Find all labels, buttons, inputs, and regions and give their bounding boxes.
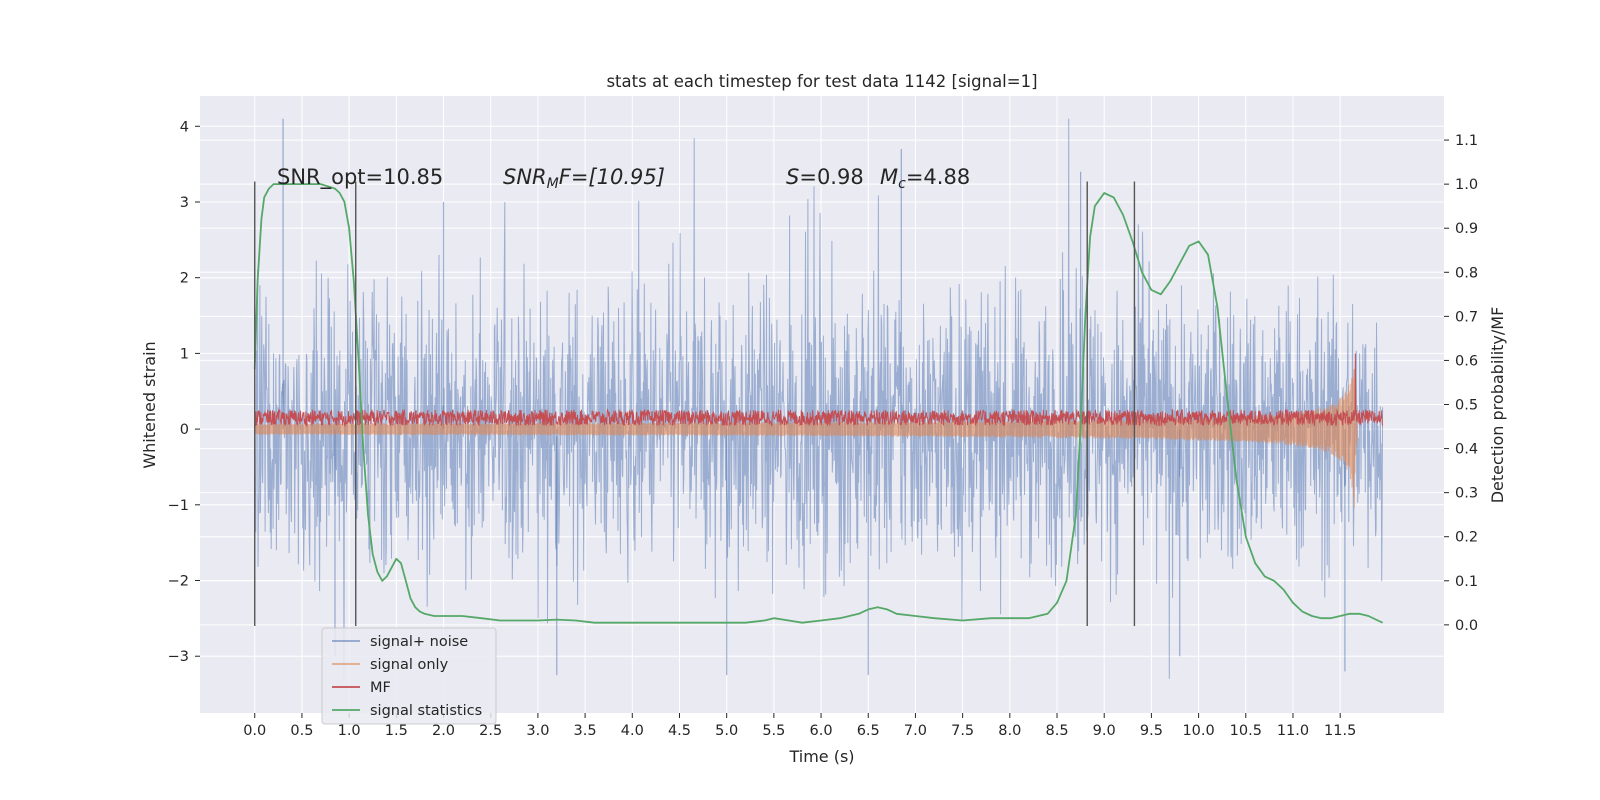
legend-label: MF [370, 680, 391, 696]
annotation-mc-value: =4.88 [906, 165, 970, 189]
annotation-snr-mf-sub: M [547, 176, 559, 192]
annotation-snr-mf-name: SNR [503, 165, 547, 189]
x-tick-label: 9.5 [1140, 723, 1163, 739]
x-tick-label: 4.0 [621, 723, 644, 739]
chart-title: stats at each timestep for test data 114… [606, 72, 1037, 91]
annotation-snr-mf: SNRMF=[10.95] [503, 165, 665, 192]
legend-box [321, 627, 497, 725]
series-signal-only [254, 368, 1358, 508]
annotation-s-value: =0.98 [799, 165, 863, 189]
annotation-snr-mf-tail: F=[10.95] [559, 165, 665, 189]
x-tick-label: 8.5 [1045, 723, 1068, 739]
y-right-tick-label: 0.9 [1455, 221, 1478, 237]
y-right-tick-label: 0.5 [1455, 398, 1478, 414]
x-tick-label: 8.0 [998, 723, 1021, 739]
annotations: SNR_opt=10.85 SNRMF=[10.95] S=0.98 Mc=4.… [277, 165, 970, 192]
annotation-s-name: S [786, 165, 799, 189]
y-right-tick-label: 0.4 [1455, 442, 1478, 458]
x-tick-label: 1.5 [385, 723, 408, 739]
series-signal-statistics [253, 183, 1383, 624]
x-tick-label: 2.0 [432, 723, 455, 739]
y-tick-label: −1 [168, 498, 189, 514]
y-right-tick-label: 0.0 [1455, 618, 1478, 634]
y-right-tick-label: 0.2 [1455, 530, 1478, 546]
x-tick-label: 10.5 [1230, 723, 1262, 739]
x-tick-label: 6.5 [857, 723, 880, 739]
annotation-s: S=0.98 [786, 165, 864, 189]
annotation-mc: Mc=4.88 [880, 165, 970, 192]
axes: 0.0 0.5 1.0 1.5 2.0 2.5 3.0 3.5 4.0 4.5 5.0 5.5 6.0 6… [168, 119, 1478, 739]
x-tick-label: 5.0 [715, 723, 738, 739]
y-right-tick-label: 0.7 [1455, 309, 1478, 325]
y-right-tick-label: 0.8 [1455, 265, 1478, 281]
x-tick-label: 3.5 [574, 723, 597, 739]
legend-label: signal+ noise [370, 634, 468, 650]
annotation-mc-sub: c [898, 176, 906, 192]
series-mf [254, 353, 1384, 428]
legend: signal+ noise signal only MF signal statist… [321, 627, 497, 725]
y-right-tick-label: 0.6 [1455, 353, 1478, 369]
y-right-tick-label: 1.0 [1455, 177, 1478, 193]
series-signal-noise [254, 118, 1384, 679]
x-tick-label: 11.5 [1324, 723, 1356, 739]
y-tick-label: −3 [168, 649, 189, 665]
y-tick-label: 3 [180, 195, 189, 211]
x-tick-label: 4.5 [668, 723, 691, 739]
x-tick-label: 7.0 [904, 723, 927, 739]
x-tick-label: 7.5 [951, 723, 974, 739]
y-tick-label: −2 [168, 574, 189, 590]
x-tick-label: 6.0 [810, 723, 833, 739]
series-layer [253, 118, 1384, 679]
x-tick-label: 5.5 [762, 723, 785, 739]
x-tick-label: 11.0 [1277, 723, 1309, 739]
y-right-tick-label: 0.1 [1455, 574, 1478, 590]
x-tick-label: 2.5 [479, 723, 502, 739]
y-tick-label: 0 [180, 422, 189, 438]
x-tick-label: 1.0 [338, 723, 361, 739]
y-tick-label: 2 [180, 271, 189, 287]
y-axis-label: Whitened strain [140, 341, 159, 468]
x-tick-label: 0.0 [243, 723, 266, 739]
y-axis-right-label: Detection probability/MF [1488, 307, 1507, 504]
annotation-mc-name: M [880, 165, 898, 189]
y-right-tick-label: 1.1 [1455, 133, 1478, 149]
x-tick-label: 0.5 [290, 723, 313, 739]
x-tick-label: 9.0 [1093, 723, 1116, 739]
annotation-snr-opt: SNR_opt=10.85 [277, 165, 443, 190]
x-tick-label: 10.0 [1182, 723, 1214, 739]
x-axis-label: Time (s) [788, 747, 854, 766]
y-tick-label: 1 [180, 346, 189, 362]
legend-label: signal only [370, 657, 449, 673]
legend-label: signal statistics [370, 703, 482, 719]
y-tick-label: 4 [180, 119, 189, 135]
y-right-tick-label: 0.3 [1455, 486, 1478, 502]
x-tick-label: 3.0 [526, 723, 549, 739]
